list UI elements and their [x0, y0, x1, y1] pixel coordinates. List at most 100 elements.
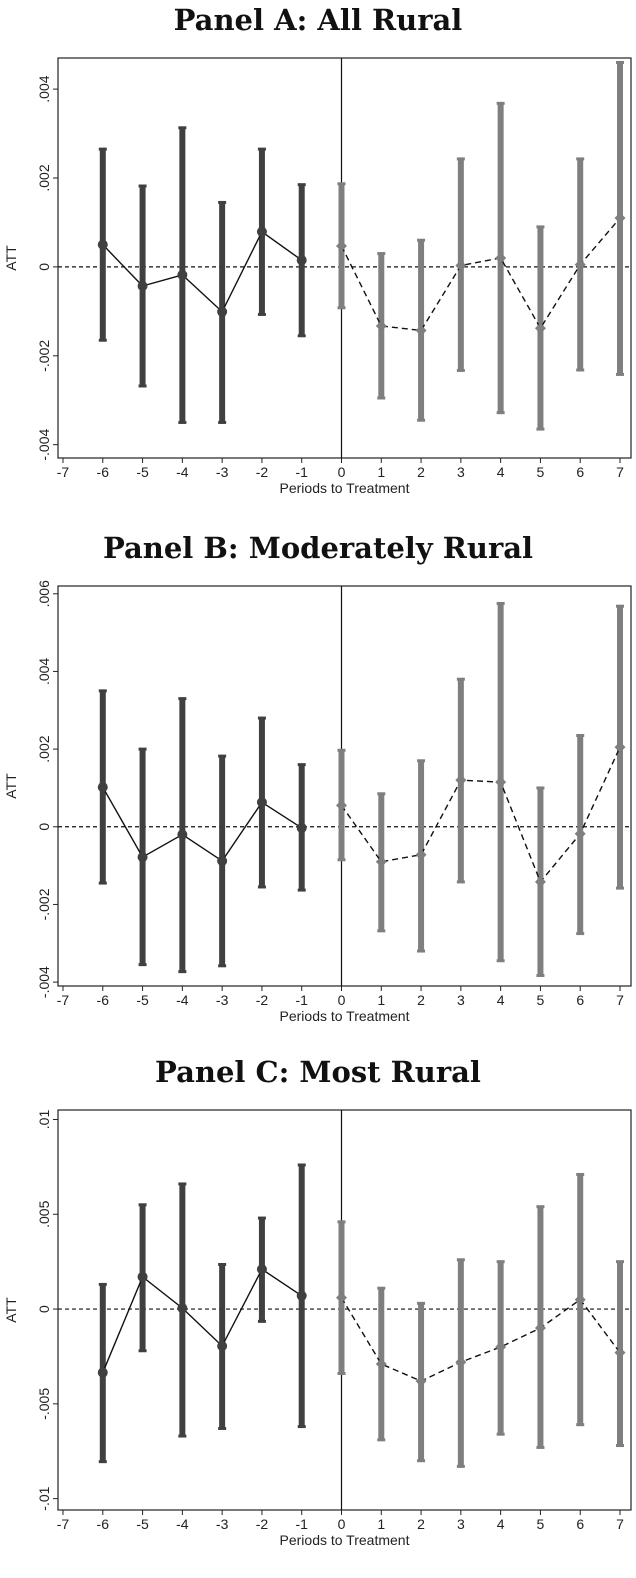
- post-series-line: [340, 217, 621, 332]
- x-tick-label: -5: [136, 464, 149, 480]
- post-point-marker: [455, 774, 467, 786]
- post-point-marker: [534, 1322, 546, 1334]
- y-tick-label: -.01: [36, 1486, 52, 1510]
- pre-point-marker: [137, 1271, 148, 1282]
- y-tick-label: .01: [36, 1110, 52, 1130]
- pre-point-marker: [217, 1341, 228, 1352]
- x-tick-label: 7: [616, 1516, 624, 1532]
- pre-point-marker: [97, 1367, 108, 1378]
- pre-point-marker: [177, 829, 188, 840]
- y-tick-label: .005: [36, 1200, 52, 1227]
- y-tick-label: .004: [36, 75, 52, 102]
- panel-a-chart: -.004 -.002 0 .002 .004 ATT -7 -6 -5 -4 -3 -2 -1 0 1 2 3…: [3, 57, 632, 496]
- x-tick-label: -4: [176, 464, 189, 480]
- post-series-line: [340, 746, 621, 884]
- post-point-marker: [614, 212, 626, 224]
- x-tick-label: 3: [457, 464, 465, 480]
- post-point-marker: [455, 1356, 467, 1368]
- x-tick-label: -4: [176, 992, 189, 1008]
- x-tick-label: -3: [216, 464, 229, 480]
- x-tick-label: 5: [537, 464, 545, 480]
- post-point-marker: [534, 876, 546, 888]
- x-tick-label: 0: [338, 1516, 346, 1532]
- x-tick-label: -2: [256, 464, 269, 480]
- y-tick-label: -.002: [36, 340, 52, 372]
- panel-title: Panel C: Most Rural: [155, 1055, 481, 1089]
- x-tick-label: -6: [97, 992, 110, 1008]
- panel-title: Panel A: All Rural: [173, 3, 463, 37]
- x-tick-label: 0: [338, 992, 346, 1008]
- y-axis-label: ATT: [3, 1297, 19, 1323]
- post-point-marker: [336, 240, 347, 252]
- y-axis-label: ATT: [3, 245, 19, 271]
- x-tick-label: -1: [295, 992, 308, 1008]
- post-point-marker: [574, 259, 586, 271]
- x-axis-label: Periods to Treatment: [280, 1532, 410, 1548]
- x-tick-label: 2: [417, 992, 425, 1008]
- post-point-marker: [336, 799, 347, 811]
- pre-point-marker: [256, 797, 267, 808]
- pre-point-marker: [177, 269, 188, 280]
- x-tick-label: -6: [97, 464, 110, 480]
- plot-frame: [57, 57, 632, 459]
- pre-point-marker: [296, 822, 307, 833]
- x-tick-label: -2: [256, 992, 269, 1008]
- post-point-marker: [574, 1294, 586, 1306]
- x-tick-label: 7: [616, 992, 624, 1008]
- x-tick-label: 2: [417, 1516, 425, 1532]
- pre-point-marker: [217, 306, 228, 317]
- x-axis-label: Periods to Treatment: [280, 480, 410, 496]
- pre-series-line: [102, 1268, 303, 1373]
- x-tick-label: -7: [57, 992, 70, 1008]
- x-tick-label: 5: [537, 992, 545, 1008]
- x-tick-label: 3: [457, 1516, 465, 1532]
- plot-frame: [57, 585, 632, 987]
- post-point-marker: [495, 252, 507, 264]
- pre-point-marker: [256, 226, 267, 237]
- x-tick-label: 6: [576, 1516, 584, 1532]
- x-tick-label: -5: [136, 1516, 149, 1532]
- post-series-line: [340, 1297, 621, 1382]
- pre-point-marker: [296, 255, 307, 266]
- x-tick-label: -3: [216, 992, 229, 1008]
- x-tick-label: 5: [537, 1516, 545, 1532]
- panel-c: Panel C: Most Rural -.01 -.005 0 .005 .01 ATT…: [0, 1052, 636, 1578]
- y-tick-label: -.002: [36, 888, 52, 920]
- x-tick-label: 1: [377, 1516, 385, 1532]
- pre-series-line: [102, 230, 303, 313]
- x-tick-label: 4: [497, 992, 505, 1008]
- pre-point-marker: [217, 855, 228, 866]
- x-tick-label: -4: [176, 1516, 189, 1532]
- post-point-marker: [534, 322, 546, 334]
- x-tick-label: 1: [377, 464, 385, 480]
- plot-frame: [57, 1109, 632, 1511]
- x-tick-label: 2: [417, 464, 425, 480]
- pre-point-marker: [177, 1303, 188, 1314]
- post-point-marker: [495, 1341, 507, 1353]
- pre-point-marker: [256, 1264, 267, 1275]
- post-point-marker: [415, 1375, 427, 1387]
- x-tick-label: 3: [457, 992, 465, 1008]
- x-tick-label: -3: [216, 1516, 229, 1532]
- x-tick-label: 1: [377, 992, 385, 1008]
- x-tick-label: -7: [57, 1516, 70, 1532]
- y-tick-label: -.004: [36, 966, 52, 998]
- x-axis-label: Periods to Treatment: [280, 1008, 410, 1024]
- post-point-marker: [375, 856, 387, 868]
- x-tick-label: -5: [136, 992, 149, 1008]
- panel-b-chart: -.004 -.002 0 .002 .004 .006 ATT -7 -6 -5 -4 -3 -2 -1…: [3, 580, 632, 1024]
- post-point-marker: [495, 776, 507, 788]
- x-tick-label: 4: [497, 464, 505, 480]
- x-tick-label: -6: [97, 1516, 110, 1532]
- x-tick-label: -1: [295, 464, 308, 480]
- pre-point-marker: [137, 281, 148, 291]
- post-point-marker: [455, 260, 467, 272]
- panel-title: Panel B: Moderately Rural: [102, 531, 534, 565]
- x-tick-label: 4: [497, 1516, 505, 1532]
- post-point-marker: [614, 1347, 626, 1359]
- post-point-marker: [415, 324, 427, 336]
- y-tick-label: .002: [36, 735, 52, 762]
- x-tick-label: -7: [57, 464, 70, 480]
- pre-point-marker: [296, 1290, 307, 1301]
- y-tick-label: .002: [36, 164, 52, 191]
